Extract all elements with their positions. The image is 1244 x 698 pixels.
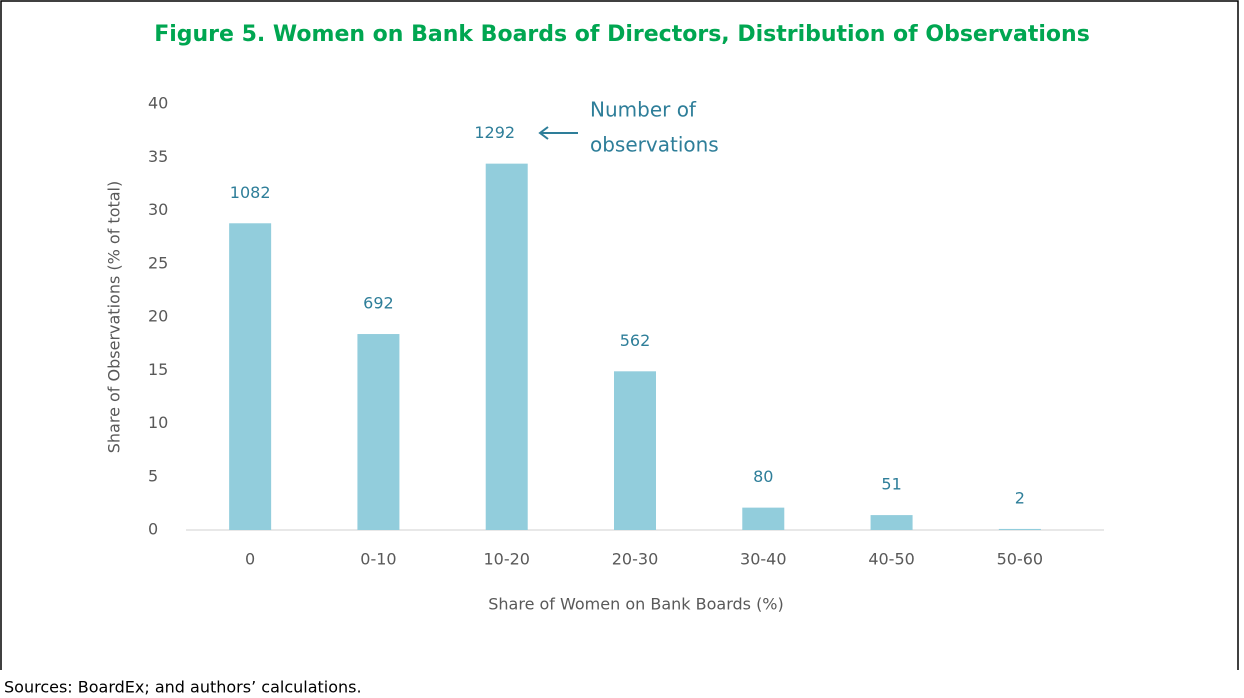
observation-label: 692 bbox=[363, 294, 394, 313]
frame bbox=[0, 0, 1239, 670]
observation-label: 1292 bbox=[474, 123, 515, 142]
x-tick-label: 50-60 bbox=[997, 550, 1044, 569]
y-tick-label: 30 bbox=[148, 200, 168, 219]
bar bbox=[229, 223, 272, 530]
annotation: Number of bbox=[590, 98, 697, 122]
y-tick-label: 5 bbox=[148, 466, 158, 485]
y-tick-label: 40 bbox=[148, 94, 168, 113]
y-tick-label: 35 bbox=[148, 147, 168, 166]
observation-label: 80 bbox=[753, 467, 773, 486]
observation-label: 562 bbox=[620, 331, 651, 350]
y-axis-label: Share of Observations (% of total) bbox=[105, 181, 124, 453]
y-tick-label: 10 bbox=[148, 413, 168, 432]
bar bbox=[614, 371, 656, 530]
bar bbox=[998, 528, 1041, 530]
x-axis-label: Share of Women on Bank Boards (%) bbox=[488, 595, 784, 614]
annotation-arrow bbox=[538, 126, 578, 140]
y-tick-label: 15 bbox=[148, 360, 168, 379]
y-tick-label: 25 bbox=[148, 253, 168, 272]
observation-label: 51 bbox=[881, 475, 901, 494]
bar bbox=[485, 163, 528, 530]
x-tick-label: 0-10 bbox=[360, 550, 396, 569]
y-tick-label: 0 bbox=[148, 520, 158, 539]
observation-label: 1082 bbox=[230, 183, 271, 202]
x-tick-label: 20-30 bbox=[612, 550, 659, 569]
x-tick-label: 10-20 bbox=[483, 550, 530, 569]
x-tick-label: 30-40 bbox=[740, 550, 787, 569]
source-note: Sources: BoardEx; and authors’ calculati… bbox=[4, 678, 362, 697]
bar bbox=[357, 334, 400, 530]
observation-label: 2 bbox=[1015, 488, 1025, 507]
y-tick-label: 20 bbox=[148, 307, 168, 326]
x-tick-label: 0 bbox=[245, 550, 255, 569]
x-tick-label: 40-50 bbox=[868, 550, 915, 569]
bar bbox=[870, 515, 913, 530]
chart-title: Figure 5. Women on Bank Boards of Direct… bbox=[154, 22, 1090, 47]
annotation: observations bbox=[590, 133, 719, 157]
bar bbox=[742, 507, 785, 530]
